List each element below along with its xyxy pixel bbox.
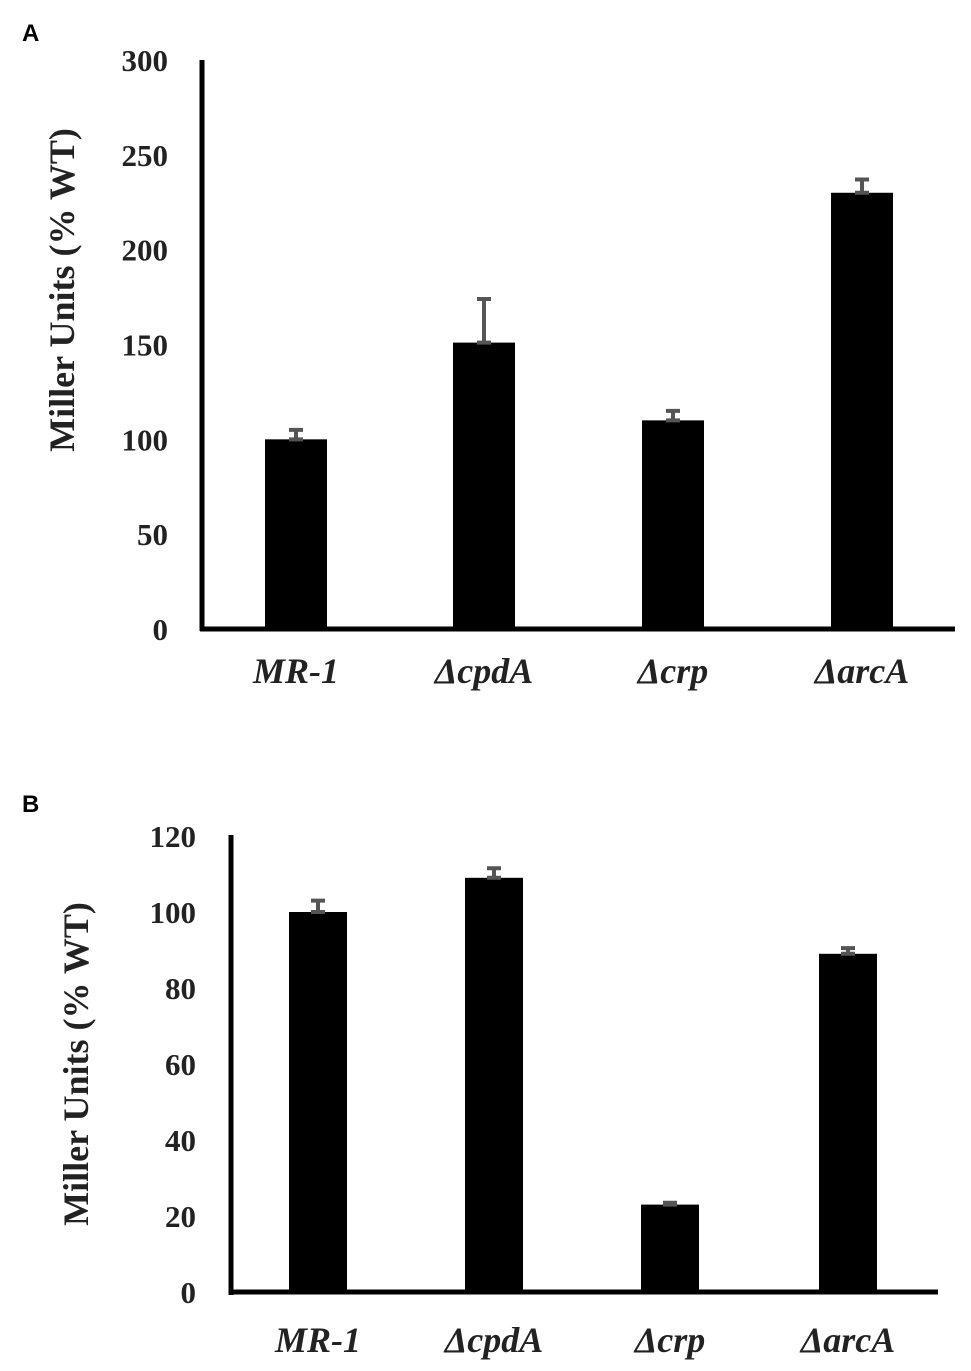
y-tick-label-a: 150 <box>122 328 169 363</box>
x-category-label-b: ΔcpdA <box>443 1320 544 1360</box>
chart-panel-b: B Miller Units (% WT) 0 20 40 60 80 100 120 MR… <box>22 791 938 1360</box>
x-categories-b: MR-1 ΔcpdA Δcrp ΔarcA <box>274 1320 895 1360</box>
x-category-label-b: Δcrp <box>633 1320 706 1360</box>
bar-b <box>819 953 877 1292</box>
bar-b <box>465 877 523 1292</box>
error-bar-a <box>289 427 303 442</box>
y-tick-label-b: 0 <box>181 1275 197 1310</box>
error-bar-a <box>477 296 491 345</box>
x-category-label-a: ΔarcA <box>813 651 910 691</box>
y-tick-label-b: 60 <box>165 1047 196 1082</box>
error-bar-b <box>487 866 501 880</box>
panel-label-a: A <box>22 20 39 47</box>
x-category-label-a: MR-1 <box>252 651 339 691</box>
bar-b <box>641 1204 699 1292</box>
y-tick-label-a: 250 <box>122 138 169 173</box>
bar-a <box>831 192 893 629</box>
y-tick-label-b: 100 <box>150 895 197 930</box>
y-ticks-b: 0 20 40 60 80 100 120 <box>150 819 197 1310</box>
bars-a <box>265 192 893 629</box>
error-bars-b <box>311 866 855 1207</box>
bars-b <box>289 877 877 1292</box>
y-tick-label-a: 50 <box>137 517 168 552</box>
bar-a <box>642 420 704 629</box>
y-tick-label-b: 20 <box>165 1199 196 1234</box>
bar-a <box>453 342 515 629</box>
chart-panel-a: A Miller Units (% WT) 0 50 100 150 200 250 300… <box>22 20 955 691</box>
x-categories-a: MR-1 ΔcpdA Δcrp ΔarcA <box>252 651 909 691</box>
y-tick-label-b: 120 <box>150 819 197 854</box>
y-ticks-a: 0 50 100 150 200 250 300 <box>122 43 169 647</box>
y-tick-label-a: 300 <box>122 43 169 78</box>
x-category-label-b: ΔarcA <box>799 1320 896 1360</box>
y-tick-label-b: 80 <box>165 971 196 1006</box>
x-category-label-a: Δcrp <box>636 651 709 691</box>
y-tick-label-a: 0 <box>153 612 169 647</box>
bar-a <box>265 439 327 629</box>
y-tick-label-a: 100 <box>122 422 169 457</box>
x-category-label-b: MR-1 <box>274 1320 361 1360</box>
y-axis-label-a: Miller Units (% WT) <box>42 128 82 452</box>
y-tick-label-b: 40 <box>165 1123 196 1158</box>
panel-label-b: B <box>22 791 39 818</box>
error-bars-a <box>289 177 869 442</box>
x-category-label-a: ΔcpdA <box>433 651 534 691</box>
error-bar-b <box>663 1200 677 1207</box>
error-bar-b <box>311 898 325 914</box>
error-bar-b <box>841 946 855 956</box>
error-bar-a <box>855 177 869 195</box>
error-bar-a <box>666 408 680 423</box>
bar-b <box>289 912 347 1292</box>
y-axis-label-b: Miller Units (% WT) <box>56 902 96 1226</box>
y-tick-label-a: 200 <box>122 233 169 268</box>
